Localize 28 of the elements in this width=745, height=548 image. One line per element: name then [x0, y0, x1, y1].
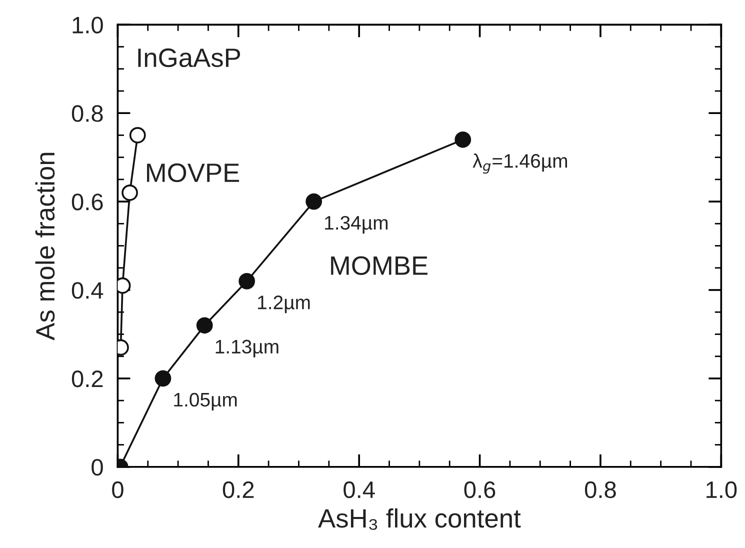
x-tick-label: 0.6: [464, 481, 496, 498]
x-tick-label: 0: [112, 481, 124, 498]
y-tick-label: 0.4: [72, 282, 104, 299]
y-tick-label: 1.0: [72, 16, 103, 34]
y-tick-label: 0: [92, 458, 103, 476]
annotation: 1.2µm: [258, 296, 310, 314]
annotation: InGaAsP: [138, 48, 240, 68]
x-tick-label: 0.4: [344, 481, 375, 498]
y-tick-label: 0.8: [72, 105, 103, 122]
point: [122, 184, 138, 201]
x-axis-title: AsH₃ flux content: [318, 508, 521, 530]
annotation: 1.34µm: [325, 216, 388, 234]
point: [154, 370, 172, 387]
annotation: λ$_{g}$=1.46µm: [472, 154, 568, 174]
y-tick-label: 0.2: [72, 370, 103, 388]
annotation: 1.13µm: [216, 340, 278, 358]
y-tick-label: 0.6: [72, 194, 103, 210]
x-tick-label: 0.8: [584, 481, 616, 498]
y-axis-title: As mole fraction: [35, 152, 55, 340]
point: [238, 272, 256, 290]
x-tick-label: 0.2: [222, 481, 254, 498]
point: [454, 131, 472, 148]
point: [196, 317, 213, 334]
annotation: MOVPE: [147, 163, 240, 182]
point: [306, 193, 322, 210]
annotation: MOMBE: [331, 256, 428, 275]
x-tick-label: 1.0: [706, 481, 737, 498]
annotation: 1.05µm: [174, 392, 237, 410]
